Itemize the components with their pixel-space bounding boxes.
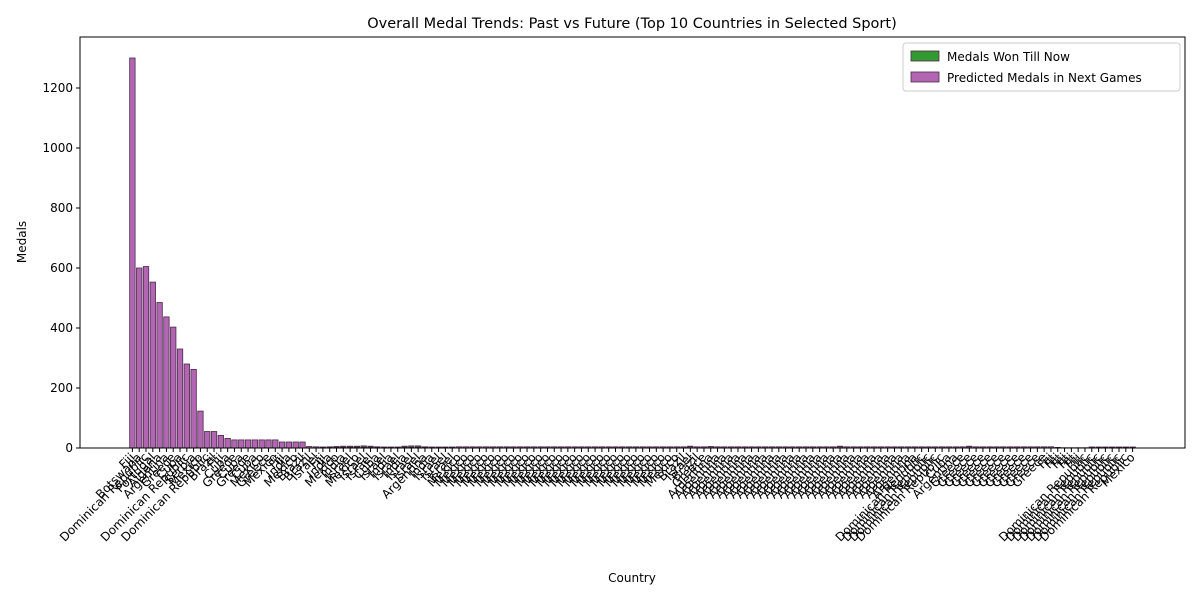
- legend-label: Predicted Medals in Next Games: [947, 71, 1142, 85]
- legend-swatch: [910, 50, 940, 62]
- y-tick-label: 600: [50, 261, 73, 275]
- bar: [231, 439, 238, 449]
- bar: [136, 267, 143, 449]
- y-axis-label: Medals: [15, 221, 29, 263]
- y-tick-label: 200: [50, 381, 73, 395]
- plot-frame: [79, 36, 1186, 449]
- bar: [285, 441, 293, 449]
- bar: [129, 57, 136, 449]
- bar: [272, 439, 279, 449]
- bar: [190, 368, 197, 449]
- bar: [176, 348, 184, 449]
- bar: [299, 441, 306, 449]
- bar: [244, 439, 252, 449]
- bar: [170, 326, 177, 449]
- y-tick-label: 0: [65, 441, 73, 455]
- bar: [163, 316, 170, 449]
- bar: [204, 431, 211, 449]
- y-tick-label: 400: [50, 321, 73, 335]
- bar: [217, 434, 224, 449]
- legend-label: Medals Won Till Now: [947, 50, 1070, 64]
- bar: [258, 439, 265, 449]
- bar: [224, 437, 231, 449]
- y-tick-label: 1000: [42, 141, 73, 155]
- bar: [210, 431, 218, 449]
- bar: [149, 281, 156, 449]
- y-tick-label: 1200: [42, 81, 73, 95]
- legend-box: [902, 42, 1181, 92]
- bar: [292, 441, 299, 449]
- bar: [183, 363, 190, 449]
- bar: [278, 441, 286, 449]
- bar: [265, 439, 272, 449]
- bar: [156, 302, 163, 449]
- bar: [142, 266, 150, 449]
- x-axis-label: Country: [608, 571, 656, 585]
- bar: [251, 439, 258, 449]
- bar: [238, 439, 245, 449]
- bar: [197, 410, 204, 449]
- y-tick-label: 800: [50, 201, 73, 215]
- chart-title: Overall Medal Trends: Past vs Future (To…: [367, 16, 896, 32]
- legend-swatch: [910, 71, 940, 83]
